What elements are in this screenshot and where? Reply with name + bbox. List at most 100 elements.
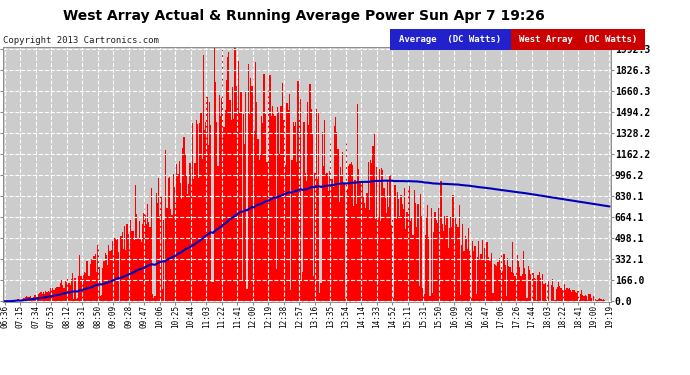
Bar [41, 294, 43, 301]
Bar [26, 296, 27, 301]
Bar [586, 296, 587, 301]
Bar [336, 132, 337, 301]
Bar [593, 296, 594, 301]
Bar [453, 195, 454, 301]
Bar [547, 284, 549, 301]
Bar [177, 174, 179, 301]
Bar [461, 244, 462, 301]
Bar [96, 272, 97, 301]
Bar [105, 253, 106, 301]
Bar [349, 164, 351, 301]
Bar [222, 37, 224, 301]
Bar [417, 204, 419, 301]
Bar [525, 274, 526, 301]
Bar [163, 220, 164, 301]
Bar [530, 274, 531, 301]
Bar [578, 300, 580, 301]
Bar [112, 242, 113, 301]
Bar [211, 282, 213, 301]
Bar [591, 298, 592, 301]
Bar [408, 187, 409, 301]
Bar [326, 174, 328, 301]
Bar [427, 205, 428, 301]
Bar [22, 298, 23, 301]
Bar [471, 298, 472, 301]
Bar [513, 273, 514, 301]
Bar [190, 181, 192, 301]
Bar [244, 144, 245, 301]
Bar [77, 298, 78, 301]
Bar [134, 240, 135, 301]
Bar [504, 265, 506, 301]
Bar [118, 252, 119, 301]
Bar [409, 186, 410, 301]
Bar [604, 300, 605, 301]
Bar [344, 299, 346, 301]
Bar [139, 221, 140, 301]
Bar [562, 290, 563, 301]
Bar [78, 276, 79, 301]
Bar [347, 189, 348, 301]
Bar [299, 99, 301, 301]
Bar [51, 288, 52, 301]
Bar [472, 241, 473, 301]
Bar [145, 215, 146, 301]
Bar [466, 238, 467, 301]
Bar [14, 300, 15, 301]
Bar [113, 254, 115, 301]
Bar [21, 300, 22, 301]
Bar [376, 166, 377, 301]
Bar [328, 191, 329, 301]
Bar [479, 260, 480, 301]
Bar [582, 296, 583, 301]
Bar [353, 206, 355, 301]
Bar [97, 246, 99, 301]
Bar [420, 194, 421, 301]
Bar [250, 78, 251, 301]
Bar [268, 87, 270, 301]
Bar [99, 267, 100, 301]
Bar [146, 224, 147, 301]
Bar [135, 184, 136, 301]
Bar [333, 186, 334, 301]
Bar [89, 276, 90, 301]
Bar [25, 297, 26, 301]
Bar [438, 208, 439, 301]
Bar [519, 267, 520, 301]
Bar [493, 264, 495, 301]
Bar [185, 155, 186, 301]
Bar [23, 298, 25, 301]
Bar [227, 57, 228, 301]
Bar [320, 283, 322, 301]
Bar [283, 120, 284, 301]
Bar [597, 300, 598, 301]
Bar [599, 298, 600, 301]
Bar [373, 146, 374, 301]
Bar [203, 55, 204, 301]
Bar [563, 289, 564, 301]
Bar [317, 179, 318, 301]
Bar [208, 144, 209, 301]
Bar [195, 120, 197, 301]
Bar [65, 281, 66, 301]
Bar [31, 298, 32, 301]
Bar [553, 287, 554, 301]
Bar [544, 283, 546, 301]
Bar [335, 117, 336, 301]
Bar [424, 235, 426, 301]
Bar [500, 270, 501, 301]
Bar [304, 173, 306, 301]
Bar [413, 236, 414, 301]
Bar [161, 290, 163, 301]
Bar [73, 299, 75, 301]
Bar [30, 296, 31, 301]
Bar [144, 213, 145, 301]
Text: West Array Actual & Running Average Power Sun Apr 7 19:26: West Array Actual & Running Average Powe… [63, 9, 544, 23]
Bar [181, 200, 182, 301]
Bar [213, 282, 214, 301]
Bar [104, 261, 105, 301]
Bar [91, 260, 92, 301]
Bar [245, 92, 246, 301]
Bar [330, 139, 331, 301]
Bar [157, 203, 158, 301]
